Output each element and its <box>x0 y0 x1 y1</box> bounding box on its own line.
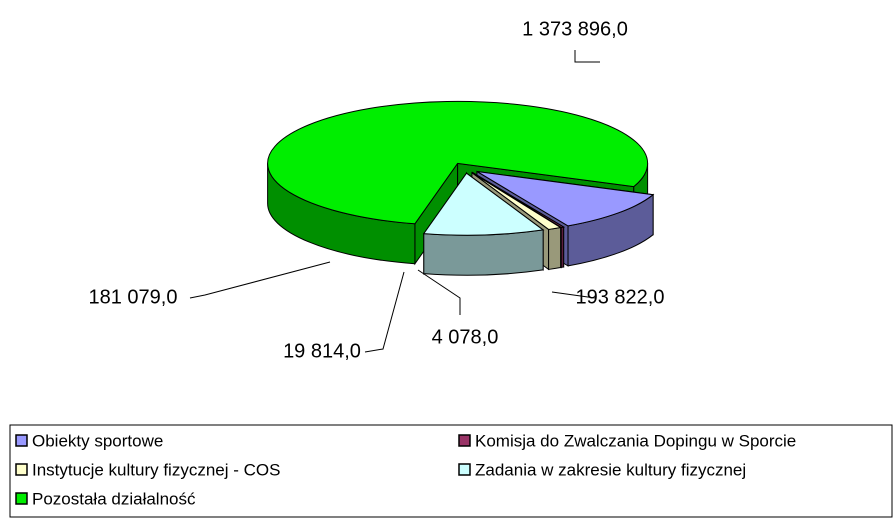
slice-top <box>471 172 562 230</box>
leader-line <box>189 261 331 299</box>
legend-label: Pozostała działalność <box>32 489 196 508</box>
slice-top <box>476 170 655 227</box>
leader-line <box>551 291 596 299</box>
data-label: 1 373 896,0 <box>522 18 628 40</box>
pie-slice <box>422 171 545 276</box>
leader-line <box>417 269 461 315</box>
legend-swatch <box>15 463 28 476</box>
slice-side <box>560 226 565 269</box>
legend-label: Komisja do Zwalczania Dopingu w Sporcie <box>475 431 796 450</box>
data-label: 193 822,0 <box>576 286 665 308</box>
leader-line <box>364 271 405 353</box>
slice-side <box>548 226 562 271</box>
legend-swatch <box>458 463 471 476</box>
legend-label: Instytucje kultury fizycznej - COS <box>32 460 280 479</box>
legend-swatch <box>15 492 28 505</box>
data-label: 181 079,0 <box>89 286 178 308</box>
legend-label: Zadania w zakresie kultury fizycznej <box>475 460 746 479</box>
data-label: 4 078,0 <box>432 326 499 348</box>
slice-top <box>422 172 545 236</box>
legend-swatch <box>15 434 28 447</box>
legend-swatch <box>458 434 471 447</box>
slice-side <box>423 229 544 276</box>
slice-top <box>267 100 649 225</box>
legend-box <box>9 424 893 518</box>
leader-line <box>574 50 600 63</box>
data-label: 19 814,0 <box>283 340 361 362</box>
legend-label: Obiekty sportowe <box>32 431 163 450</box>
